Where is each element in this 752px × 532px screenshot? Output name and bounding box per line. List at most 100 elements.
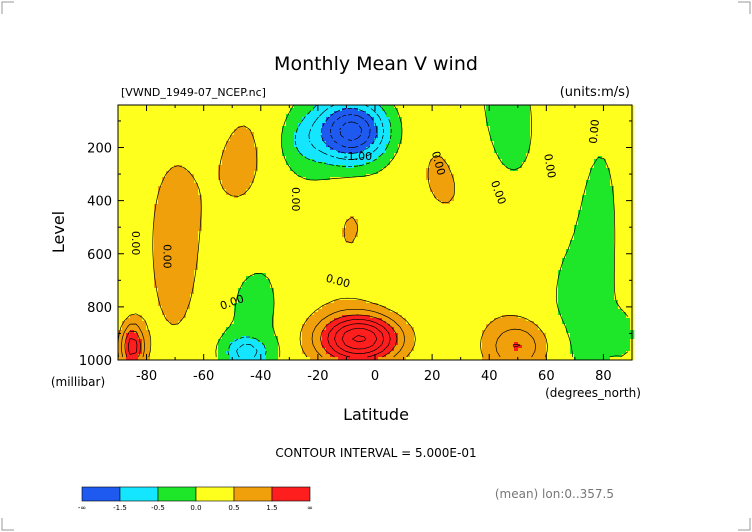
field-cell <box>266 141 271 145</box>
field-cell <box>314 210 319 214</box>
field-cell <box>218 285 223 289</box>
field-cell <box>190 267 195 271</box>
field-cell <box>186 354 191 358</box>
field-cell <box>126 276 131 280</box>
field-cell <box>194 297 199 301</box>
field-cell <box>246 117 251 121</box>
field-cell <box>206 258 211 262</box>
field-cell <box>334 336 339 340</box>
field-cell <box>270 306 275 310</box>
field-cell <box>174 294 179 298</box>
field-cell <box>334 270 339 274</box>
field-cell <box>226 330 231 334</box>
field-cell <box>162 357 167 361</box>
field-cell <box>326 270 331 274</box>
field-cell <box>170 222 175 226</box>
field-cell <box>222 114 227 118</box>
field-cell <box>302 171 307 175</box>
field-cell <box>122 357 127 361</box>
field-cell <box>302 345 307 349</box>
field-cell <box>174 126 179 130</box>
field-cell <box>230 174 235 178</box>
field-cell <box>130 231 135 235</box>
field-cell <box>234 351 239 355</box>
field-cell <box>226 306 231 310</box>
field-cell <box>218 222 223 226</box>
field-cell <box>266 240 271 244</box>
field-cell <box>314 303 319 307</box>
field-cell <box>146 159 151 163</box>
field-cell <box>246 231 251 235</box>
field-cell <box>334 339 339 343</box>
field-cell <box>318 213 323 217</box>
field-cell <box>162 255 167 259</box>
field-cell <box>154 324 159 328</box>
field-cell <box>334 267 339 271</box>
field-cell <box>122 153 127 157</box>
field-cell <box>226 123 231 127</box>
field-cell <box>226 345 231 349</box>
field-cell <box>310 186 315 190</box>
field-cell <box>186 147 191 151</box>
field-cell <box>318 255 323 259</box>
field-cell <box>222 162 227 166</box>
field-cell <box>254 207 259 211</box>
field-cell <box>226 321 231 325</box>
field-cell <box>330 330 335 334</box>
field-cell <box>246 285 251 289</box>
field-cell <box>286 306 291 310</box>
field-cell <box>274 159 279 163</box>
field-cell <box>162 270 167 274</box>
field-cell <box>254 330 259 334</box>
field-cell <box>298 345 303 349</box>
field-cell <box>350 291 355 295</box>
field-cell <box>286 318 291 322</box>
field-cell <box>146 246 151 250</box>
field-cell <box>250 339 255 343</box>
field-cell <box>234 210 239 214</box>
field-cell <box>190 120 195 124</box>
field-cell <box>234 138 239 142</box>
field-cell <box>282 231 287 235</box>
field-cell <box>182 117 187 121</box>
field-cell <box>306 186 311 190</box>
field-cell <box>238 201 243 205</box>
field-cell <box>294 189 299 193</box>
field-cell <box>334 144 339 148</box>
field-cell <box>258 327 263 331</box>
field-cell <box>322 237 327 241</box>
field-cell <box>286 240 291 244</box>
field-cell <box>138 201 143 205</box>
field-cell <box>254 342 259 346</box>
field-cell <box>142 273 147 277</box>
field-cell <box>306 279 311 283</box>
field-cell <box>270 237 275 241</box>
field-cell <box>174 123 179 127</box>
field-cell <box>230 318 235 322</box>
field-cell <box>314 177 319 181</box>
field-cell <box>214 288 219 292</box>
field-cell <box>306 162 311 166</box>
field-cell <box>206 225 211 229</box>
field-cell <box>290 165 295 169</box>
field-cell <box>294 108 299 112</box>
field-cell <box>302 333 307 337</box>
field-cell <box>122 288 127 292</box>
field-cell <box>298 351 303 355</box>
field-cell <box>266 330 271 334</box>
field-cell <box>290 249 295 253</box>
field-cell <box>338 192 343 196</box>
field-cell <box>334 162 339 166</box>
field-cell <box>250 105 255 109</box>
field-cell <box>258 171 263 175</box>
field-cell <box>234 156 239 160</box>
field-cell <box>318 345 323 349</box>
field-cell <box>146 303 151 307</box>
field-cell <box>178 285 183 289</box>
field-cell <box>322 345 327 349</box>
field-cell <box>302 300 307 304</box>
field-cell <box>182 144 187 148</box>
field-cell <box>322 300 327 304</box>
field-cell <box>154 114 159 118</box>
field-cell <box>258 303 263 307</box>
